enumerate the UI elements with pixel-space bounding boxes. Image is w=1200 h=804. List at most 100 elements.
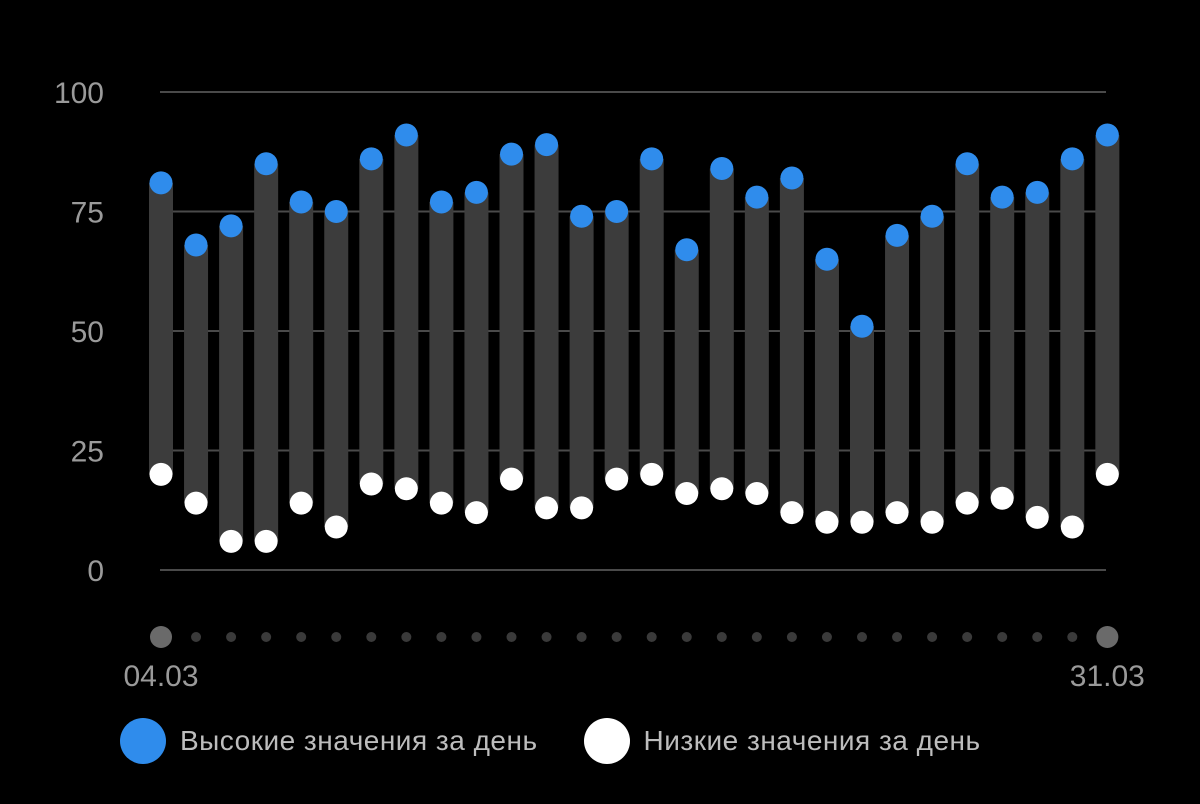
range-bar bbox=[569, 216, 594, 508]
range-bar bbox=[814, 259, 839, 523]
y-tick-label: 75 bbox=[71, 197, 104, 230]
x-axis-dot bbox=[296, 632, 307, 642]
high-point bbox=[710, 156, 734, 180]
high-point bbox=[184, 233, 208, 257]
high-point bbox=[535, 133, 559, 157]
range-bar bbox=[499, 154, 524, 480]
legend-item-low: Низкие значения за день bbox=[583, 718, 981, 764]
high-point bbox=[885, 223, 909, 247]
range-bar bbox=[184, 244, 209, 504]
y-tick-label: 100 bbox=[54, 77, 104, 110]
range-bar bbox=[429, 201, 454, 504]
x-axis-dot bbox=[331, 632, 342, 642]
x-axis-dot bbox=[857, 632, 867, 642]
high-point bbox=[850, 314, 874, 338]
range-bar bbox=[990, 197, 1015, 499]
high-point bbox=[815, 247, 839, 271]
x-axis-dot bbox=[541, 632, 552, 642]
low-point bbox=[535, 496, 559, 520]
high-point bbox=[254, 152, 278, 176]
low-point bbox=[955, 491, 979, 515]
range-bar bbox=[1095, 135, 1120, 475]
x-axis-dot bbox=[401, 632, 412, 642]
high-point bbox=[990, 185, 1014, 209]
range-bar bbox=[359, 158, 384, 484]
high-point bbox=[149, 171, 173, 195]
high-point bbox=[675, 238, 699, 262]
low-point bbox=[605, 467, 629, 491]
low-point bbox=[254, 529, 278, 553]
legend-marker-high bbox=[120, 718, 166, 764]
low-point bbox=[885, 501, 909, 525]
high-point bbox=[394, 123, 418, 147]
x-axis-dot bbox=[962, 632, 973, 642]
low-point bbox=[324, 515, 348, 539]
x-axis-dot bbox=[261, 632, 272, 642]
x-axis-dot bbox=[226, 632, 237, 642]
x-axis-dot bbox=[646, 632, 657, 642]
legend-label-high: Высокие значения за день bbox=[180, 725, 538, 756]
range-bar bbox=[955, 163, 980, 504]
legend-item-high: Высокие значения за день bbox=[120, 718, 538, 764]
low-point bbox=[990, 486, 1014, 510]
x-axis-dot bbox=[786, 632, 797, 642]
x-axis-dot bbox=[927, 632, 938, 642]
low-point bbox=[184, 491, 208, 515]
low-point bbox=[850, 510, 874, 534]
range-bar bbox=[324, 211, 349, 527]
low-point bbox=[464, 501, 488, 525]
low-point bbox=[289, 491, 313, 515]
low-point bbox=[640, 462, 664, 486]
high-point bbox=[640, 147, 664, 171]
high-point bbox=[780, 166, 804, 190]
x-label-start: 04.03 bbox=[123, 660, 198, 693]
range-bar bbox=[254, 163, 279, 542]
high-point bbox=[429, 190, 453, 214]
x-axis-dot bbox=[576, 632, 587, 642]
low-point bbox=[219, 529, 243, 553]
x-axis-dot bbox=[1067, 632, 1078, 642]
high-point bbox=[289, 190, 313, 214]
range-bar bbox=[1060, 158, 1085, 527]
high-point bbox=[955, 152, 979, 176]
x-axis-dot bbox=[681, 632, 692, 642]
high-point bbox=[1060, 147, 1084, 171]
x-axis-dot bbox=[436, 632, 447, 642]
x-axis-dot bbox=[892, 632, 903, 642]
high-point bbox=[1095, 123, 1119, 147]
range-bar bbox=[464, 192, 489, 513]
x-axis-dot bbox=[191, 632, 202, 642]
low-point bbox=[359, 472, 383, 496]
range-bar bbox=[674, 249, 699, 494]
range-bar bbox=[639, 158, 664, 475]
range-bar bbox=[1025, 192, 1050, 518]
x-axis-dot bbox=[471, 632, 482, 642]
high-point bbox=[359, 147, 383, 171]
range-bar bbox=[604, 211, 629, 480]
range-bar bbox=[149, 182, 173, 475]
low-point bbox=[500, 467, 523, 491]
low-point bbox=[570, 496, 594, 520]
x-axis-dot bbox=[506, 632, 517, 642]
high-point bbox=[745, 185, 769, 209]
x-axis-dot bbox=[821, 632, 832, 642]
range-bar bbox=[709, 168, 734, 489]
range-bar bbox=[394, 135, 419, 489]
x-axis-end-marker bbox=[1096, 626, 1119, 648]
high-point bbox=[605, 200, 629, 223]
x-axis-dot bbox=[751, 632, 762, 642]
range-bar bbox=[534, 144, 559, 508]
high-point bbox=[500, 142, 523, 166]
high-point bbox=[324, 200, 348, 223]
y-tick-label: 50 bbox=[71, 316, 104, 349]
y-tick-label: 25 bbox=[71, 436, 104, 469]
y-tick-label: 0 bbox=[87, 555, 104, 588]
low-point bbox=[1095, 462, 1119, 486]
low-point bbox=[780, 501, 804, 525]
x-label-end: 31.03 bbox=[1070, 660, 1145, 693]
low-point bbox=[710, 477, 734, 501]
range-bar bbox=[744, 197, 769, 494]
x-axis-dot bbox=[997, 632, 1008, 642]
high-point bbox=[464, 180, 488, 204]
